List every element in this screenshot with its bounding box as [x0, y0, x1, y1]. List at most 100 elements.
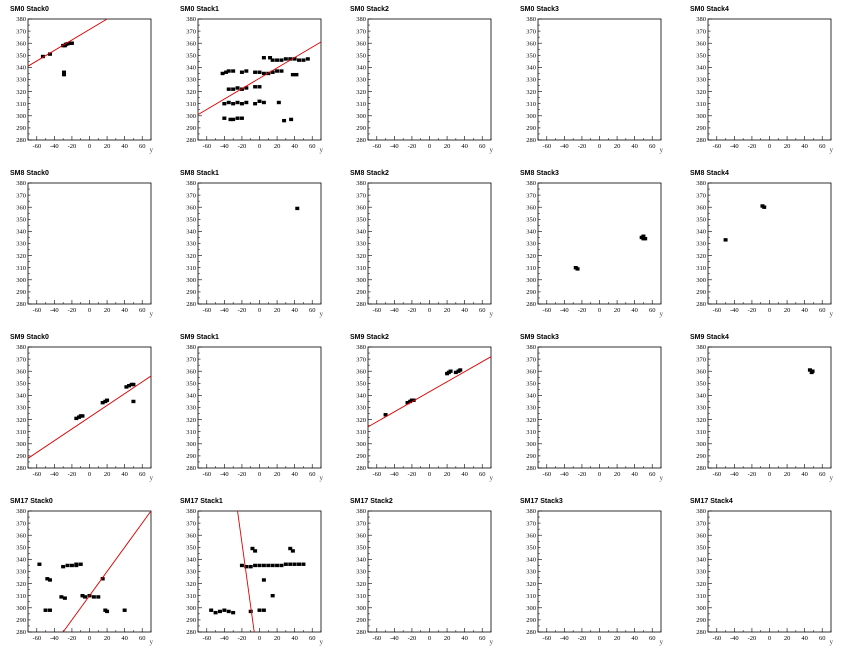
fit-line [368, 356, 491, 428]
y-tick-label: 280 [186, 629, 196, 636]
y-tick-label: 280 [356, 465, 366, 472]
chart-panel: SM8 Stack3 280 290 300 310 320 330 340 350 360 370… [510, 164, 680, 328]
data-point [807, 368, 812, 372]
y-tick-label: 280 [696, 465, 706, 472]
x-tick-label: -40 [50, 635, 59, 642]
y-tick-label: 340 [16, 65, 26, 72]
x-tick-label: 60 [139, 471, 146, 478]
x-axis-label: y [320, 638, 324, 646]
data-point [231, 87, 236, 91]
y-tick-label: 340 [526, 65, 536, 72]
x-tick-label: -60 [542, 471, 551, 478]
chart-panel: SM9 Stack0 280 290 300 310 320 330 340 350 360 370… [0, 328, 170, 492]
x-tick-label: 60 [819, 471, 826, 478]
chart-panel: SM17 Stack0 280 290 300 310 320 330 340 350 360 37… [0, 492, 170, 656]
y-tick-label: 380 [16, 16, 26, 23]
x-tick-label: 0 [88, 471, 91, 478]
x-tick-label: 40 [121, 635, 128, 642]
y-tick-label: 290 [526, 289, 536, 296]
panel-plot: 280 290 300 310 320 330 340 350 360 370 380 -60 -40 -… [16, 180, 153, 318]
data-point [239, 116, 244, 120]
x-axis-label: y [150, 638, 154, 646]
data-point [270, 58, 275, 62]
panel-title: SM17 Stack4 [690, 498, 733, 505]
y-tick-label: 320 [16, 581, 26, 588]
panel-title: SM0 Stack2 [350, 6, 389, 13]
x-tick-label: 40 [291, 307, 298, 314]
y-tick-label: 310 [526, 429, 536, 436]
y-tick-label: 370 [526, 520, 536, 527]
y-tick-label: 360 [356, 204, 366, 211]
data-point [69, 563, 74, 568]
x-tick-label: -40 [50, 143, 59, 150]
panel-plot: 280 290 300 310 320 330 340 350 360 370 380 -60 -40 -… [186, 16, 323, 154]
x-tick-label: -60 [202, 143, 211, 150]
data-point [62, 70, 67, 74]
x-tick-label: -40 [390, 635, 399, 642]
x-tick-label: -20 [578, 635, 587, 642]
y-tick-label: 320 [186, 417, 196, 424]
data-point [231, 117, 236, 122]
y-tick-label: 370 [356, 520, 366, 527]
data-point [288, 57, 293, 61]
panel-title: SM9 Stack1 [180, 334, 219, 341]
x-tick-label: 0 [88, 635, 91, 642]
x-tick-label: -20 [408, 635, 417, 642]
plot-frame [27, 510, 152, 633]
data-point [294, 72, 299, 77]
y-tick-label: 320 [526, 253, 536, 260]
data-point [297, 58, 302, 62]
x-tick-label: 40 [631, 471, 638, 478]
chart-panel: SM0 Stack2 280 290 300 310 320 330 340 350 360 370… [340, 0, 510, 164]
data-point [239, 102, 244, 106]
y-tick-label: 290 [356, 289, 366, 296]
y-tick-label: 300 [526, 277, 536, 284]
data-point [292, 562, 297, 566]
y-tick-label: 380 [186, 508, 196, 515]
data-point [80, 594, 85, 598]
y-tick-label: 380 [526, 508, 536, 515]
fit-line [28, 19, 108, 67]
chart-panel: SM9 Stack3 280 290 300 310 320 330 340 350 360 370… [510, 328, 680, 492]
x-tick-label: 20 [274, 307, 281, 314]
y-tick-label: 300 [356, 113, 366, 120]
data-point [100, 400, 105, 405]
data-point [275, 58, 280, 62]
y-tick-label: 380 [186, 16, 196, 23]
y-tick-label: 330 [356, 569, 366, 576]
y-tick-label: 320 [526, 581, 536, 588]
y-tick-label: 300 [356, 277, 366, 284]
x-axis-label: y [150, 146, 154, 154]
x-tick-label: -40 [50, 471, 59, 478]
data-point [275, 563, 280, 568]
data-point [74, 562, 79, 566]
y-tick-label: 330 [356, 405, 366, 412]
x-tick-label: -40 [560, 471, 569, 478]
y-tick-label: 320 [16, 417, 26, 424]
y-tick-label: 320 [16, 89, 26, 96]
x-tick-label: -60 [202, 471, 211, 478]
y-tick-label: 340 [356, 393, 366, 400]
y-tick-label: 320 [526, 89, 536, 96]
data-point [37, 562, 42, 566]
y-tick-label: 320 [186, 581, 196, 588]
y-tick-label: 330 [526, 569, 536, 576]
y-tick-label: 340 [356, 65, 366, 72]
y-tick-label: 340 [186, 229, 196, 236]
data-point [261, 71, 266, 76]
panel-plot: 280 290 300 310 320 330 340 350 360 370 380 -60 -40 -… [356, 16, 493, 154]
data-point [217, 609, 222, 614]
plot-frame [27, 18, 152, 141]
y-tick-label: 370 [526, 356, 536, 363]
x-tick-label: 60 [479, 143, 486, 150]
x-tick-label: -20 [408, 143, 417, 150]
y-tick-label: 350 [356, 381, 366, 388]
panel-title: SM8 Stack4 [690, 170, 729, 177]
y-tick-label: 300 [186, 113, 196, 120]
panel-plot: 280 290 300 310 320 330 340 350 360 370 380 -60 -40 -… [696, 180, 833, 318]
data-point [131, 399, 136, 404]
y-tick-label: 320 [356, 253, 366, 260]
x-tick-label: -60 [712, 471, 721, 478]
x-tick-label: 40 [291, 471, 298, 478]
x-tick-label: 0 [88, 307, 91, 314]
